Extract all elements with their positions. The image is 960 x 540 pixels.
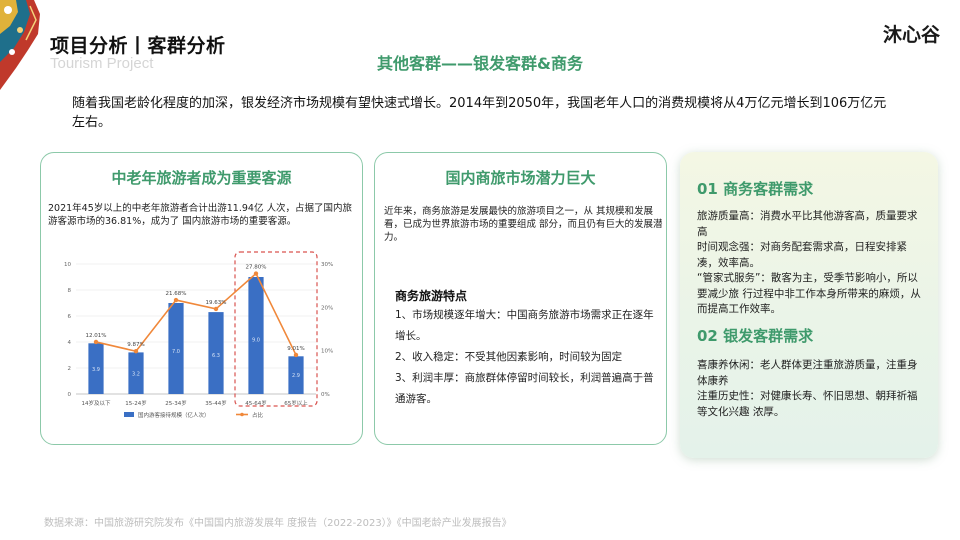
share-point [133,349,139,354]
bar-value-label: 7.0 [172,349,180,355]
need-item: 旅游质量高：消费水平比其他游客高，质量要求高 [697,210,918,238]
business-needs-text: 旅游质量高：消费水平比其他游客高，质量要求高 时间观念强：对商务配套需求高，日程… [697,209,927,318]
y-tick-label-left: 8 [68,288,72,294]
business-features-title: 商务旅游特点 [395,289,468,303]
senior-tourism-card-text: 2021年45岁以上的中老年旅游者合计出游11.94亿 人次，占据了国内旅游客源… [48,203,352,227]
y-tick-label-left: 2 [68,366,72,372]
business-travel-card-text: 近年来，商务旅游是发展最快的旅游项目之一，从 其规模和发展看，已成为世界旅游市场… [384,206,663,243]
feature-item: 3、利润丰厚：商旅群体停留时间较长，利润普遍高于普通游客。 [395,372,654,405]
senior-tourism-card-title: 中老年旅游者成为重要客源 [111,169,292,187]
bar [168,303,184,394]
business-travel-card: 国内商旅市场潜力巨大 近年来，商务旅游是发展最快的旅游项目之一，从 其规模和发展… [374,152,667,445]
legend-swatch-bars [124,412,134,417]
need-item: 注重历史性：对健康长寿、怀旧思想、朝拜祈福等文化兴趣 浓厚。 [697,390,918,418]
intro-paragraph: 随着我国老龄化程度的加深，银发经济市场规模有望快速式增长。2014年到2050年… [72,96,887,130]
y-tick-label-right: 20% [321,305,333,311]
share-point [253,271,259,276]
y-tick-label-right: 0% [321,392,330,398]
share-value-label: 21.68% [166,291,187,297]
y-tick-label-left: 10 [64,262,71,268]
need-item: 喜康养休闲：老人群体更注重旅游质量，注重身体康养 [697,359,918,387]
share-value-label: 12.01% [86,333,107,339]
share-value-label: 19.63% [206,300,227,306]
legend-marker-line [240,412,244,417]
x-tick-label: 15-24岁 [125,399,146,407]
share-point [293,352,299,358]
y-tick-label-right: 10% [321,349,333,355]
share-point [213,306,219,312]
need-item: 时间观念强：对商务配套需求高，日程安排紧凑，效率高。 [697,241,907,269]
bar [208,312,224,394]
senior-needs-text: 喜康养休闲：老人群体更注重旅游质量，注重身体康养 注重历史性：对健康长寿、怀旧思… [697,358,927,420]
bar [248,277,264,394]
x-tick-label: 25-34岁 [165,399,186,407]
page-title: 项目分析丨客群分析 [50,35,226,57]
legend-label-bars: 国内游客接待规模（亿人次） [138,411,210,419]
need-item: “管家式服务”：散客为主，受季节影响小，所以要减少旅 行过程中非工作本身所带来的… [697,272,921,315]
brand-logo: 沐心谷 [882,24,940,46]
x-tick-label: 35-44岁 [205,399,226,407]
data-source-footnote: 数据来源：中国旅游研究院发布《中国国内旅游发展年 度报告（2022-2023）》… [44,518,512,529]
legend-label-line: 占比 [252,411,264,419]
feature-item: 1、市场规模逐年增大：中国商务旅游市场需求正在逐年增长。 [395,309,654,342]
share-value-label: 9.87% [127,342,144,348]
senior-needs-heading: 02 银发客群需求 [697,327,814,345]
section-heading: 其他客群——银发客群&商务 [377,54,583,73]
feature-item: 2、收入稳定：不受其他因素影响，时间较为固定 [395,351,623,363]
share-point [93,339,99,345]
y-tick-label-left: 0 [68,392,72,398]
bar-value-label: 9.0 [252,337,260,343]
page-subtitle-english: Tourism Project [50,55,154,72]
bar [88,343,104,394]
business-features-list: 1、市场规模逐年增大：中国商务旅游市场需求正在逐年增长。 2、收入稳定：不受其他… [395,305,660,410]
bar-value-label: 3.2 [132,371,140,377]
bar-value-label: 2.9 [292,373,300,379]
highlight-box [234,251,318,407]
age-distribution-chart: 0 2 4 6 8 10 0% 10% 20% 30% 3.9 3.2 7.0 6.3 9.0 2.9 12.0… [64,251,333,419]
bar [128,352,144,394]
share-line [95,272,297,356]
x-tick-label: 65岁以上 [284,399,308,407]
senior-tourism-card: 中老年旅游者成为重要客源 2021年45岁以上的中老年旅游者合计出游11.94亿… [40,152,363,445]
corner-ornament [0,0,40,90]
customer-needs-card: 01 商务客群需求 旅游质量高：消费水平比其他游客高，质量要求高 时间观念强：对… [680,152,938,458]
share-value-label: 27.80% [246,265,267,271]
bar-value-label: 6.3 [212,353,220,359]
share-value-label: 9.01% [287,346,304,352]
business-travel-card-title: 国内商旅市场潜力巨大 [445,169,596,187]
bar [288,356,304,394]
y-tick-label-right: 30% [321,262,333,268]
y-tick-label-left: 6 [68,314,72,320]
y-tick-label-left: 4 [68,340,72,346]
x-tick-label: 14岁及以下 [82,399,111,407]
business-needs-heading: 01 商务客群需求 [697,180,814,198]
share-point [173,297,179,303]
x-tick-label: 45-64岁 [245,399,266,407]
bar-value-label: 3.9 [92,367,100,373]
